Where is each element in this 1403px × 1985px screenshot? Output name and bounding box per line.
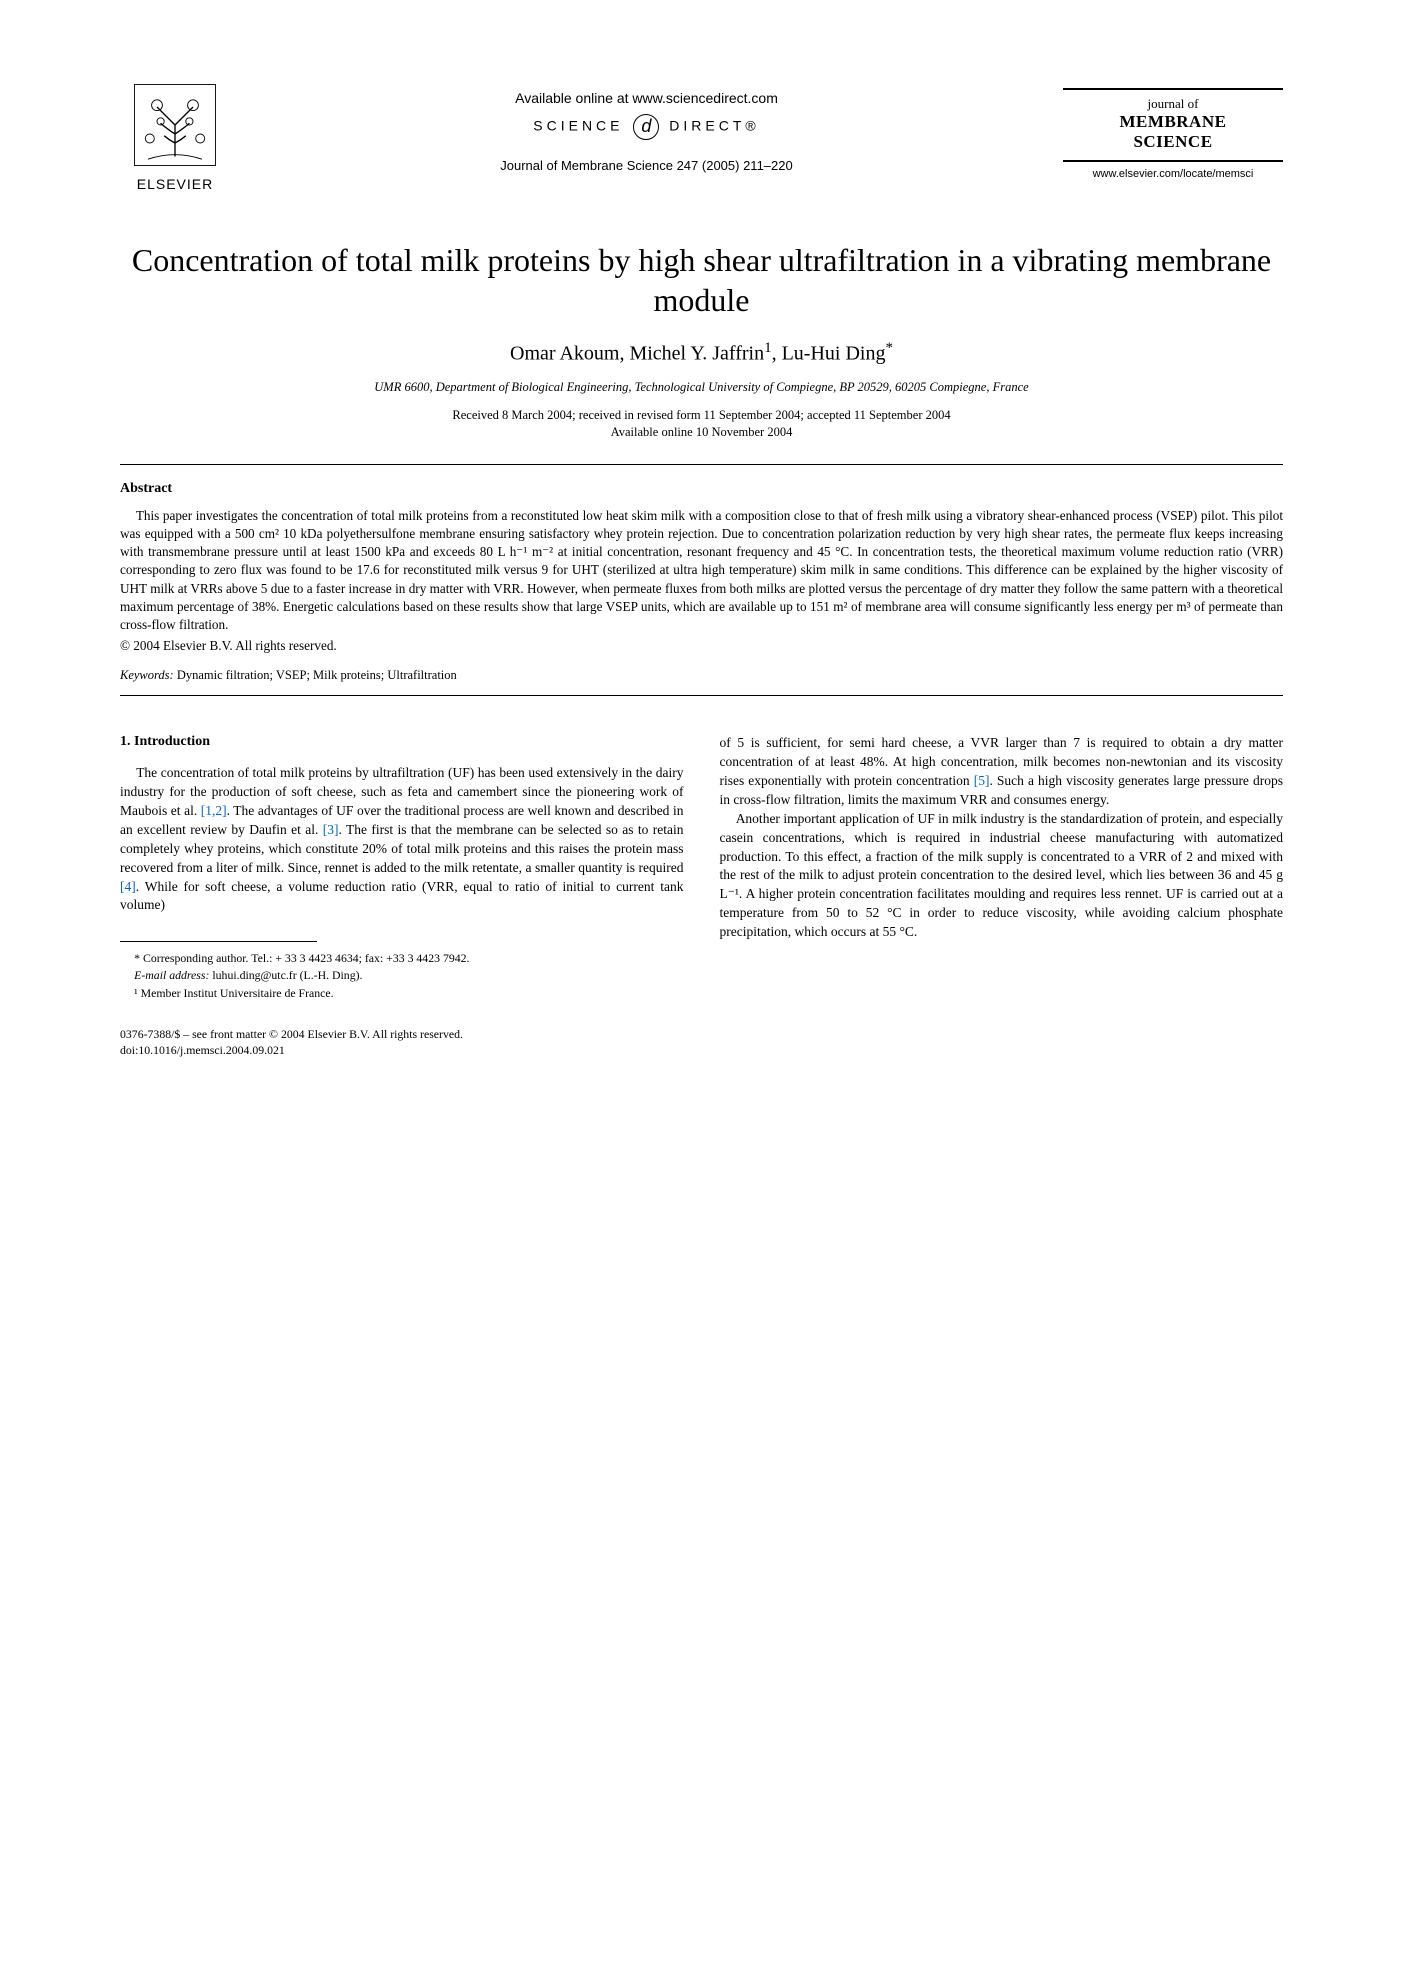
journal-box-line2: SCIENCE: [1063, 132, 1283, 152]
center-header: Available online at www.sciencedirect.co…: [230, 80, 1063, 173]
affiliation: UMR 6600, Department of Biological Engin…: [120, 380, 1283, 395]
section-1-heading: 1. Introduction: [120, 734, 684, 750]
page-header: ELSEVIER Available online at www.science…: [120, 80, 1283, 192]
authors-line: Omar Akoum, Michel Y. Jaffrin1, Lu-Hui D…: [120, 340, 1283, 366]
sd-text-right: DIRECT®: [669, 118, 759, 134]
citation-3[interactable]: [3]: [323, 822, 339, 837]
elsevier-tree-icon: [130, 80, 220, 170]
dates-received: Received 8 March 2004; received in revis…: [120, 407, 1283, 425]
journal-url: www.elsevier.com/locate/memsci: [1063, 168, 1283, 180]
column-left: 1. Introduction The concentration of tot…: [120, 734, 684, 1058]
footnote-member: ¹ Member Institut Universitaire de Franc…: [120, 985, 684, 1002]
footnote-email: E-mail address: luhui.ding@utc.fr (L.-H.…: [120, 967, 684, 984]
footnote-corresponding: * Corresponding author. Tel.: + 33 3 442…: [120, 950, 684, 967]
sciencedirect-logo: SCIENCE d DIRECT®: [230, 114, 1063, 140]
journal-reference: Journal of Membrane Science 247 (2005) 2…: [230, 158, 1063, 173]
available-online-text: Available online at www.sciencedirect.co…: [230, 90, 1063, 106]
footnote-email-label: E-mail address:: [134, 968, 209, 982]
footer-issn-line: 0376-7388/$ – see front matter © 2004 El…: [120, 1026, 684, 1043]
footnote-email-value: luhui.ding@utc.fr (L.-H. Ding).: [209, 968, 362, 982]
footer-doi-line: doi:10.1016/j.memsci.2004.09.021: [120, 1042, 684, 1059]
article-dates: Received 8 March 2004; received in revis…: [120, 407, 1283, 442]
journal-box-line1: MEMBRANE: [1063, 112, 1283, 132]
keywords-line: Keywords: Dynamic filtration; VSEP; Milk…: [120, 668, 1283, 683]
divider-bottom: [120, 695, 1283, 696]
copyright-line: © 2004 Elsevier B.V. All rights reserved…: [120, 638, 1283, 654]
abstract-heading: Abstract: [120, 481, 1283, 497]
journal-box-prefix: journal of: [1063, 96, 1283, 112]
citation-4[interactable]: [4]: [120, 879, 136, 894]
intro-paragraph-1-cont: of 5 is sufficient, for semi hard cheese…: [720, 734, 1284, 810]
publisher-name: ELSEVIER: [137, 176, 213, 192]
footnote-divider: [120, 941, 317, 942]
body-columns: 1. Introduction The concentration of tot…: [120, 734, 1283, 1058]
journal-title-box: journal of MEMBRANE SCIENCE www.elsevier…: [1063, 80, 1283, 180]
abstract-body: This paper investigates the concentratio…: [120, 507, 1283, 635]
sd-text-left: SCIENCE: [533, 118, 623, 134]
keywords-value: Dynamic filtration; VSEP; Milk proteins;…: [174, 668, 457, 682]
sd-d-icon: d: [633, 114, 659, 140]
publisher-logo-block: ELSEVIER: [120, 80, 230, 192]
column-right: of 5 is sufficient, for semi hard cheese…: [720, 734, 1284, 1058]
article-title: Concentration of total milk proteins by …: [120, 240, 1283, 320]
footer-meta: 0376-7388/$ – see front matter © 2004 El…: [120, 1026, 684, 1059]
citation-5[interactable]: [5]: [974, 773, 990, 788]
intro-paragraph-1: The concentration of total milk proteins…: [120, 764, 684, 915]
dates-online: Available online 10 November 2004: [120, 424, 1283, 442]
intro-paragraph-2: Another important application of UF in m…: [720, 810, 1284, 942]
citation-1-2[interactable]: [1,2]: [201, 803, 227, 818]
keywords-label: Keywords:: [120, 668, 174, 682]
divider-top: [120, 464, 1283, 465]
footnotes-block: * Corresponding author. Tel.: + 33 3 442…: [120, 950, 684, 1001]
